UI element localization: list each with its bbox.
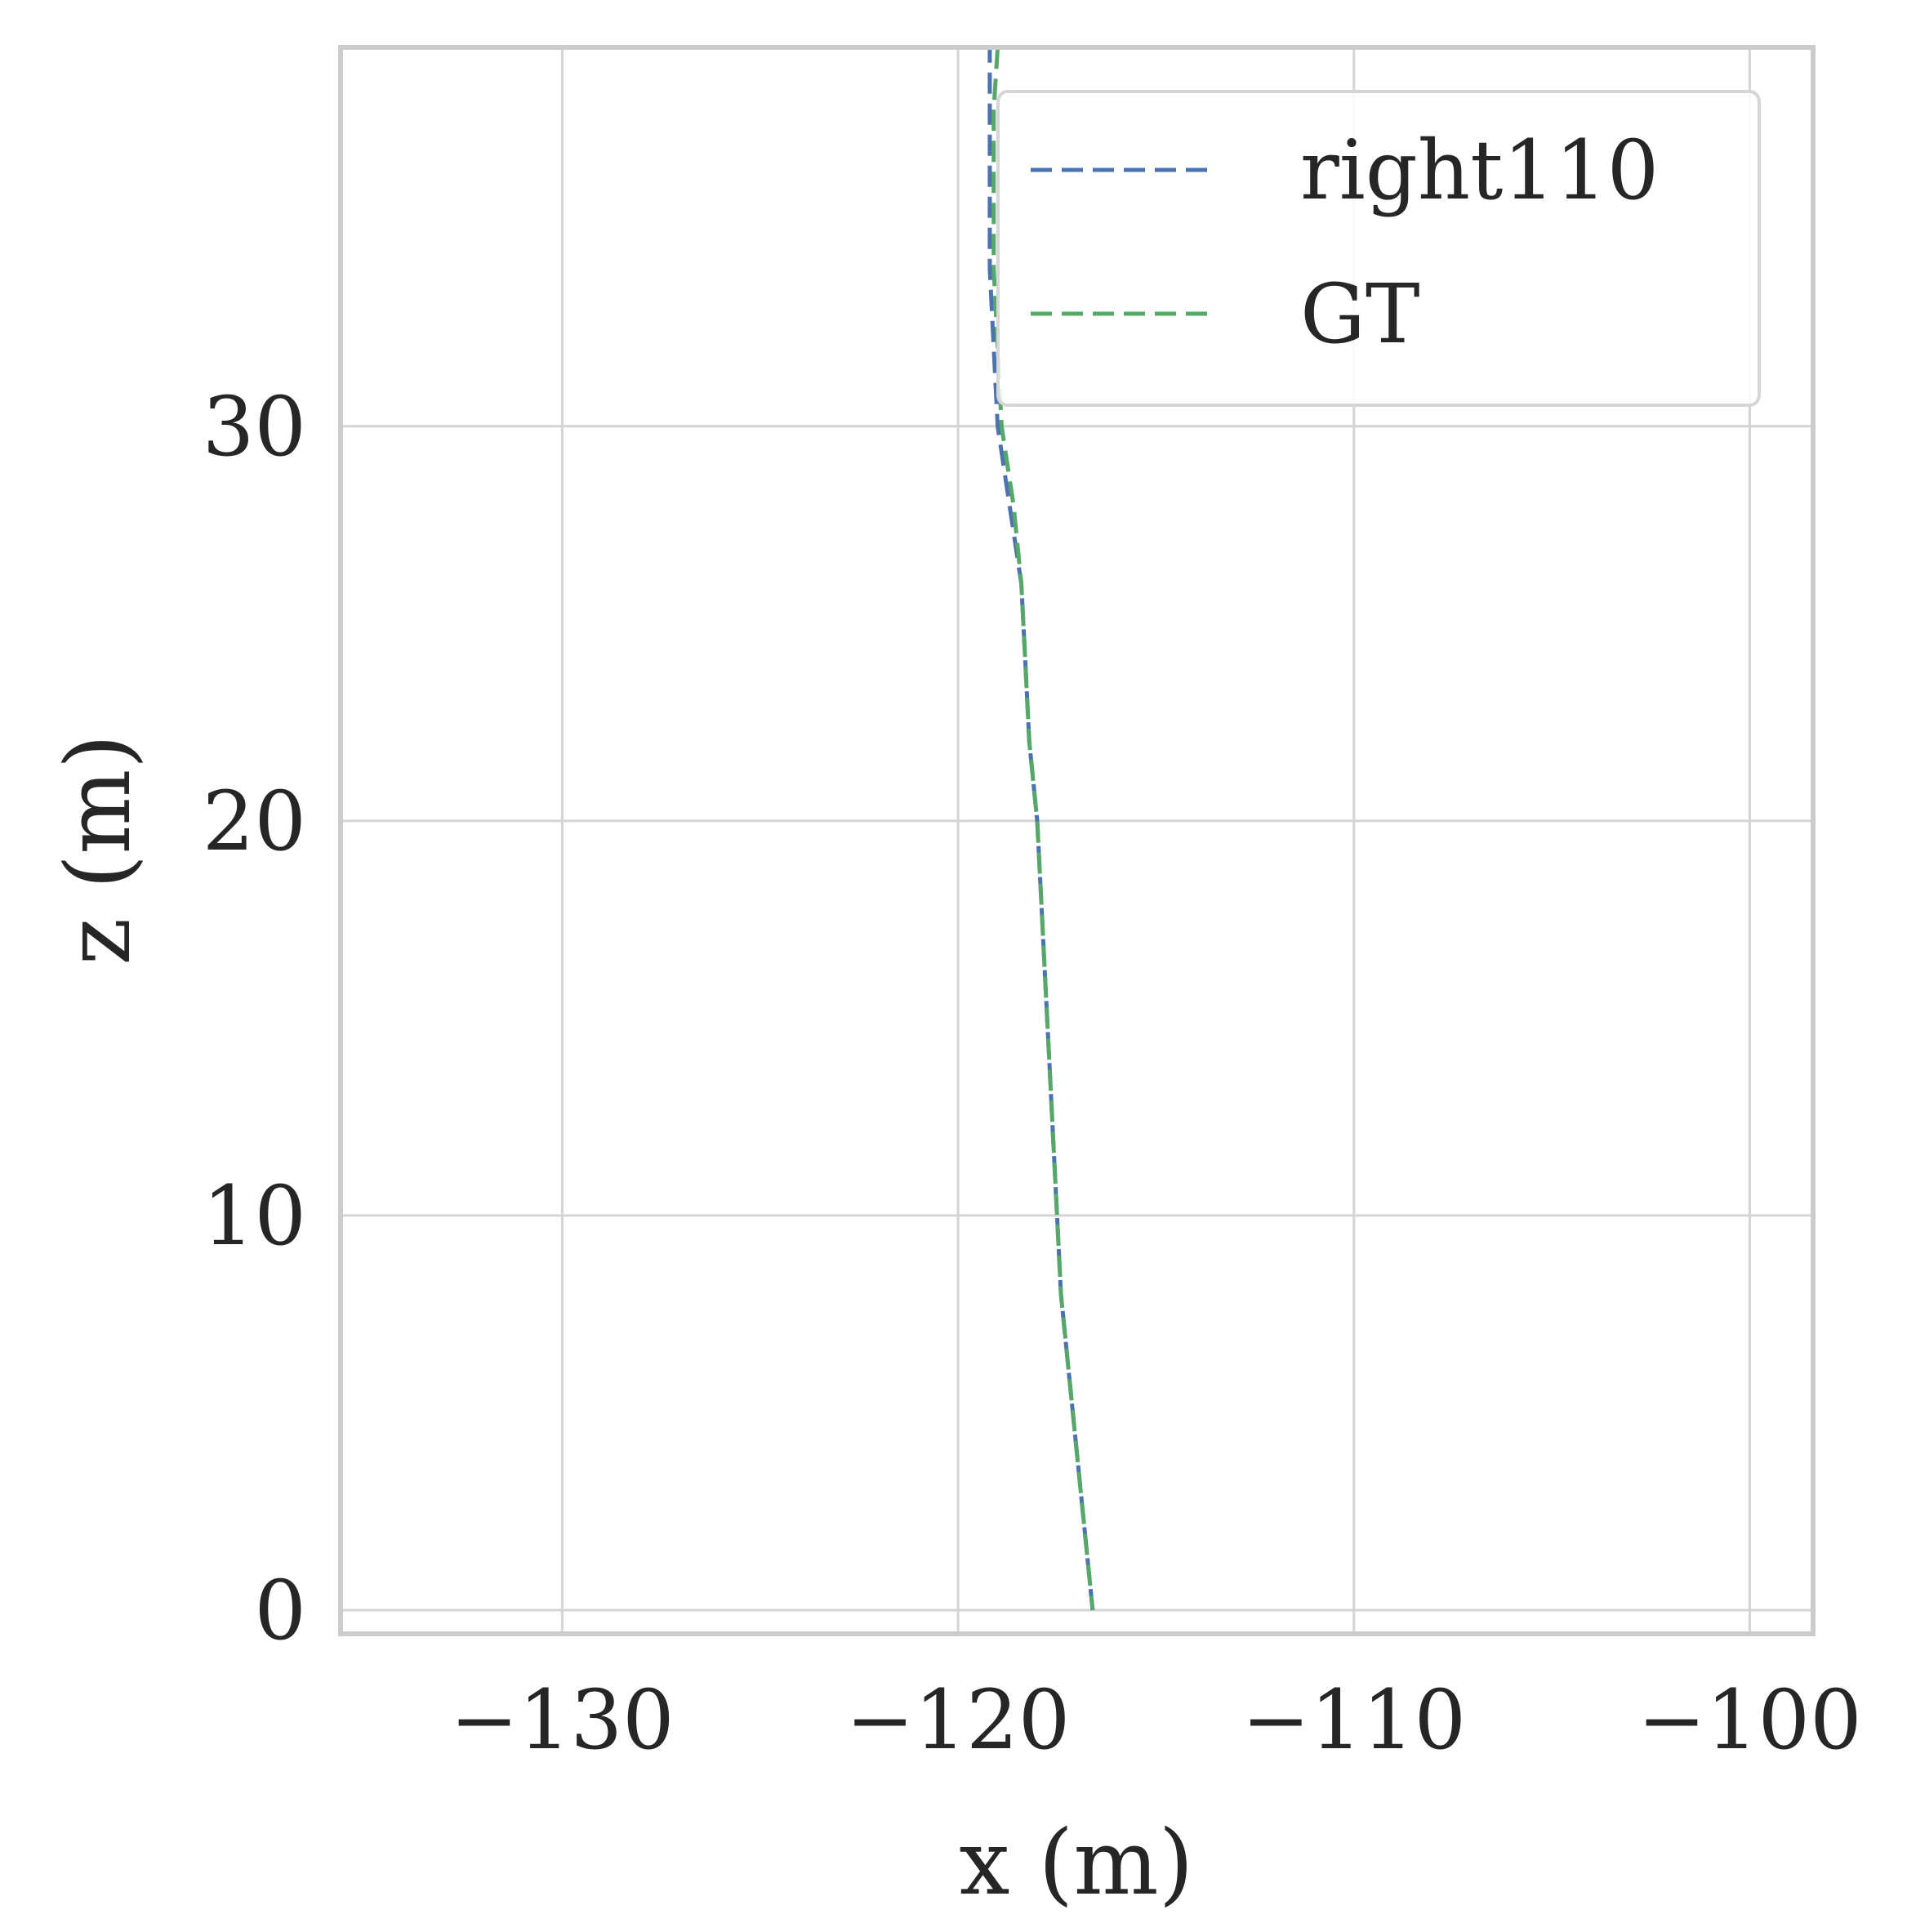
x-tick-label: −100 (1637, 1672, 1862, 1768)
x-tick-label: −110 (1241, 1672, 1466, 1768)
y-tick-label: 10 (203, 1168, 306, 1264)
y-tick-label: 20 (203, 774, 306, 869)
y-axis-ticks: 0 10 20 30 (203, 379, 306, 1658)
plot-frame (338, 45, 1816, 1636)
series-layer (987, 47, 1095, 1611)
legend: right110 GT (996, 90, 1761, 407)
x-tick-label: −120 (846, 1672, 1071, 1768)
y-tick-label: 30 (203, 379, 306, 475)
legend-entry-label: GT (1300, 266, 1420, 362)
y-tick-label: 0 (254, 1563, 306, 1658)
series-line-right110 (987, 47, 1095, 1611)
x-tick-label: −130 (450, 1672, 675, 1768)
x-axis-label: x (m) (959, 1810, 1193, 1915)
y-axis-label: z (m) (46, 734, 150, 965)
legend-entry-label: right110 (1300, 123, 1659, 218)
x-axis-ticks: −130 −120 −110 −100 (450, 1672, 1862, 1768)
